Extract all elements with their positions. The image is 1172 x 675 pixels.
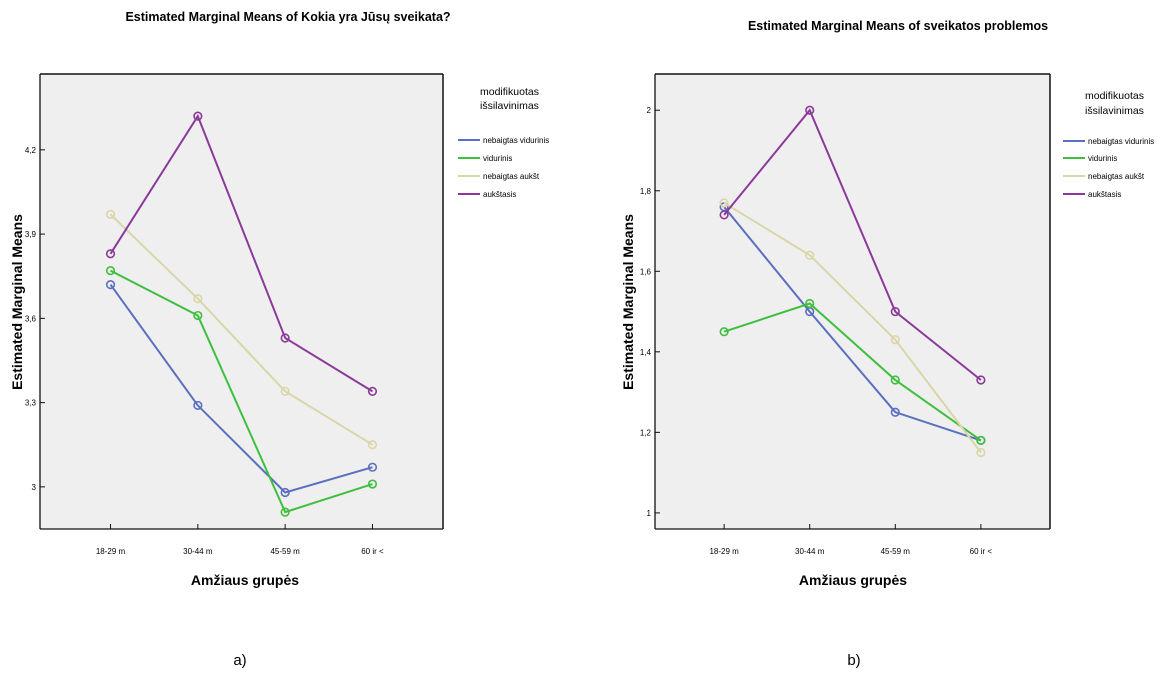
- legend-label: vidurinis: [1088, 154, 1117, 163]
- plot-area: [40, 74, 443, 529]
- y-axis-title: Estimated Marginal Means: [620, 214, 636, 390]
- series-line: [723, 108, 982, 381]
- data-point: [367, 479, 378, 489]
- chart-title: Estimated Marginal Means of sveikatos pr…: [748, 19, 1048, 33]
- series-vidurinis: [719, 298, 986, 446]
- chart-title: Estimated Marginal Means of Kokia yra Jū…: [125, 10, 450, 24]
- data-point: [367, 440, 378, 450]
- x-tick-label: 45-59 m: [881, 547, 911, 556]
- legend-item: nebaigtas aukšt: [458, 172, 540, 181]
- panel-label: b): [847, 652, 860, 669]
- y-tick-label: 1: [647, 509, 652, 518]
- data-point: [976, 447, 986, 458]
- y-tick-label: 3,6: [25, 314, 37, 323]
- series-line: [110, 269, 373, 514]
- data-point: [193, 111, 203, 121]
- y-tick-label: 1,6: [640, 267, 652, 276]
- data-point: [280, 386, 290, 396]
- x-tick-label: 18-29 m: [709, 547, 739, 556]
- data-point: [280, 487, 290, 498]
- series-line: [109, 213, 374, 446]
- chart-svg: Estimated Marginal Means of Kokia yra Jū…: [9, 10, 549, 669]
- legend-label: nebaigtas aukšt: [1088, 172, 1145, 181]
- data-point: [105, 280, 116, 290]
- legend-item: vidurinis: [1063, 154, 1117, 163]
- series-line: [109, 113, 374, 393]
- data-point: [367, 386, 378, 396]
- y-tick-label: 3,9: [25, 230, 37, 239]
- x-tick-label: 60 ir <: [361, 547, 384, 556]
- x-tick-label: 18-29 m: [96, 547, 126, 556]
- data-point: [719, 198, 729, 208]
- data-point: [105, 249, 116, 259]
- data-point: [193, 400, 203, 411]
- x-axis-title: Amžiaus grupės: [191, 572, 299, 588]
- legend-item: aukštasis: [458, 190, 516, 199]
- legend-label: aukštasis: [1088, 190, 1121, 199]
- data-point: [719, 327, 729, 337]
- data-point: [280, 507, 290, 517]
- data-point: [890, 306, 900, 317]
- legend-item: vidurinis: [458, 154, 512, 163]
- chart-panel-b: Estimated Marginal Means of sveikatos pr…: [586, 0, 1172, 675]
- series-aukštasis: [719, 105, 986, 385]
- legend-item: aukštasis: [1063, 190, 1121, 199]
- series-aukštasis: [105, 111, 378, 396]
- chart-panel-a: Estimated Marginal Means of Kokia yra Jū…: [9, 10, 549, 669]
- data-point: [193, 294, 203, 304]
- legend-label: nebaigtas vidurinis: [483, 136, 549, 145]
- chart-svg: Estimated Marginal Means of sveikatos pr…: [620, 19, 1154, 669]
- series-line: [109, 284, 373, 494]
- y-axis-title: Estimated Marginal Means: [9, 214, 25, 390]
- y-tick-label: 2: [647, 106, 652, 115]
- data-point: [976, 435, 986, 446]
- data-point: [805, 298, 815, 309]
- data-point: [105, 266, 116, 276]
- legend-label: nebaigtas vidurinis: [1088, 137, 1154, 146]
- y-tick-label: 3,3: [25, 399, 37, 408]
- legend-title: modifikuotas: [1085, 90, 1144, 102]
- data-point: [890, 335, 900, 345]
- data-point: [890, 375, 900, 385]
- legend-title: išsilavinimas: [1085, 105, 1144, 117]
- legend-item: nebaigtas aukšt: [1063, 172, 1145, 181]
- y-tick-label: 3: [32, 483, 37, 492]
- y-tick-label: 1,8: [640, 187, 652, 196]
- data-point: [890, 407, 900, 417]
- data-point: [367, 462, 378, 472]
- series-nebaigtas-vidurinis: [105, 280, 378, 498]
- data-point: [193, 310, 203, 321]
- y-tick-label: 4,2: [25, 146, 37, 155]
- series-vidurinis: [105, 266, 378, 517]
- panel-label: a): [233, 652, 246, 669]
- plot-area: [655, 74, 1050, 529]
- data-point: [105, 209, 116, 220]
- x-tick-label: 45-59 m: [270, 547, 300, 556]
- series-line: [723, 302, 982, 442]
- legend-label: aukštasis: [483, 190, 516, 199]
- legend-title: modifikuotas: [480, 86, 539, 98]
- legend-label: vidurinis: [483, 154, 512, 163]
- x-tick-label: 30-44 m: [183, 547, 213, 556]
- series-line: [723, 201, 982, 454]
- x-axis-title: Amžiaus grupės: [799, 572, 907, 588]
- legend-title: išsilavinimas: [480, 100, 539, 112]
- series-nebaigtas-aukšt: [719, 198, 986, 458]
- y-tick-label: 1,2: [640, 428, 652, 437]
- x-tick-label: 60 ir <: [970, 547, 993, 556]
- data-point: [805, 105, 815, 115]
- data-point: [805, 250, 815, 260]
- series-nebaigtas-aukšt: [105, 209, 378, 450]
- series-line: [723, 206, 982, 442]
- x-tick-label: 30-44 m: [795, 547, 825, 556]
- legend-label: nebaigtas aukšt: [483, 172, 540, 181]
- data-point: [280, 333, 290, 343]
- legend-item: nebaigtas vidurinis: [1063, 137, 1154, 146]
- data-point: [719, 210, 729, 220]
- data-point: [976, 375, 986, 385]
- legend-item: nebaigtas vidurinis: [458, 136, 549, 145]
- y-tick-label: 1,4: [640, 348, 652, 357]
